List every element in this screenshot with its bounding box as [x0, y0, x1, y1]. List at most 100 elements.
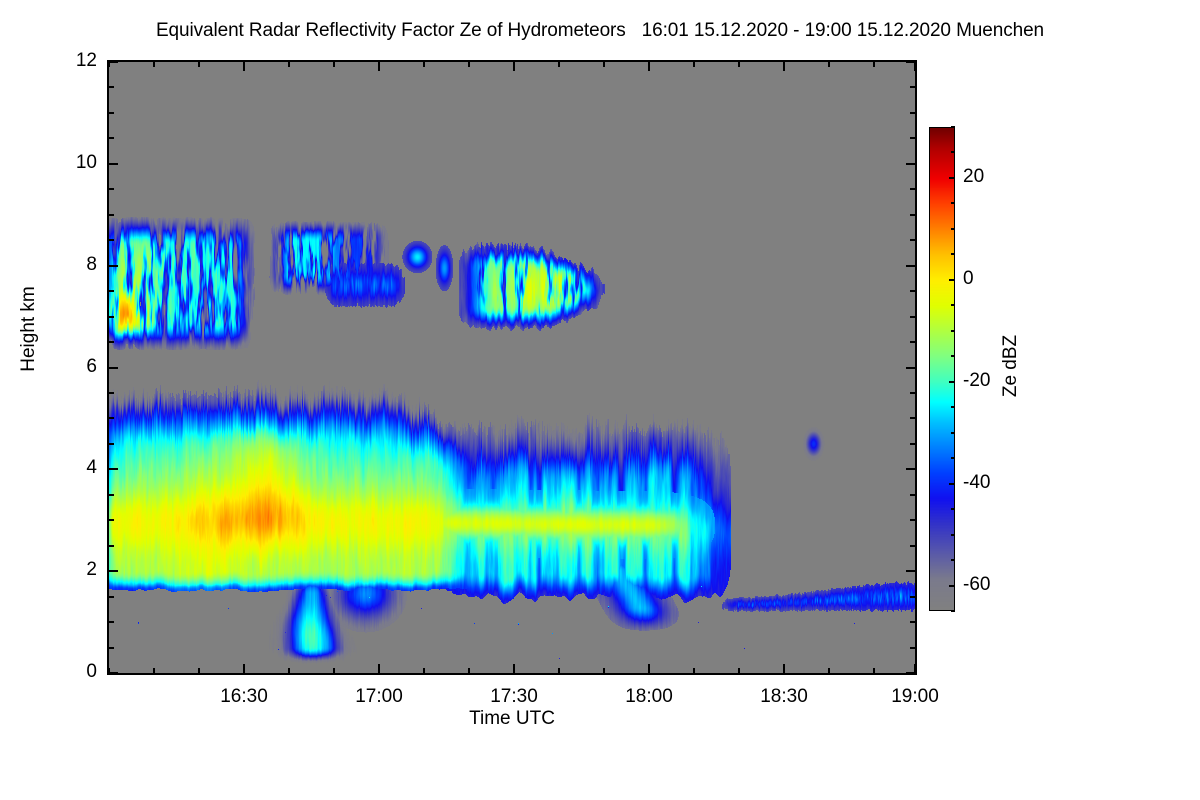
x-tick-label: 18:00	[625, 686, 673, 707]
y-tick-minor-right	[910, 647, 915, 649]
y-tick-major-right	[906, 468, 915, 470]
colorbar-tick	[949, 177, 955, 179]
y-tick-minor	[109, 290, 114, 292]
y-tick-minor-right	[910, 112, 915, 114]
page-title: Equivalent Radar Reflectivity Factor Ze …	[0, 20, 1200, 42]
y-tick-minor-right	[910, 341, 915, 343]
x-tick-minor-top	[153, 62, 155, 67]
y-tick-minor-right	[910, 519, 915, 521]
x-tick-minor-top	[558, 62, 560, 67]
x-tick-minor	[288, 668, 290, 673]
y-tick-minor	[109, 596, 114, 598]
x-tick-minor-top	[693, 62, 695, 67]
title-time-range: 16:01 15.12.2020 - 19:00 15.12.2020 Muen…	[641, 20, 1045, 41]
x-tick-label: 16:30	[220, 686, 268, 707]
x-tick-minor	[198, 668, 200, 673]
colorbar-tick-minor	[951, 330, 955, 332]
colorbar-tick-label: -60	[963, 574, 991, 595]
colorbar-tick	[949, 585, 955, 587]
title-main: Equivalent Radar Reflectivity Factor Ze …	[155, 20, 626, 41]
x-tick-minor-top	[828, 62, 830, 67]
x-tick-minor-top	[288, 62, 290, 67]
y-tick-minor	[109, 621, 114, 623]
y-tick-minor	[109, 647, 114, 649]
y-tick-minor	[109, 545, 114, 547]
colorbar-tick-minor	[951, 151, 955, 153]
x-tick-label: 18:30	[760, 686, 808, 707]
y-tick-major-right	[906, 61, 915, 63]
x-tick-minor	[738, 668, 740, 673]
x-tick-minor-top	[108, 62, 110, 67]
colorbar-tick	[949, 279, 955, 281]
y-tick-minor-right	[910, 188, 915, 190]
y-tick-minor	[109, 112, 114, 114]
x-tick-label: 19:00	[891, 686, 939, 707]
colorbar-tick-minor	[951, 406, 955, 408]
colorbar-tick-label: -20	[963, 370, 991, 391]
y-tick-minor-right	[910, 596, 915, 598]
colorbar-tick-label: 20	[963, 166, 985, 187]
y-tick-minor	[109, 417, 114, 419]
y-tick-minor-right	[910, 417, 915, 419]
colorbar-tick-minor	[951, 457, 955, 459]
y-tick-minor-right	[910, 137, 915, 139]
x-tick-major	[243, 664, 245, 673]
radar-heatmap-canvas	[109, 62, 915, 673]
colorbar-tick-label: -40	[963, 472, 991, 493]
y-tick-minor-right	[910, 316, 915, 318]
plot-area	[107, 60, 917, 675]
y-tick-major	[109, 61, 118, 63]
y-tick-minor	[109, 494, 114, 496]
y-tick-minor-right	[910, 214, 915, 216]
y-tick-major-right	[906, 672, 915, 674]
x-tick-label: 17:00	[355, 686, 403, 707]
x-tick-major-top	[648, 62, 650, 71]
x-tick-minor-top	[603, 62, 605, 67]
x-tick-minor-top	[423, 62, 425, 67]
y-tick-major	[109, 265, 118, 267]
x-axis-title: Time UTC	[469, 708, 555, 729]
x-tick-minor-top	[333, 62, 335, 67]
x-tick-major-top	[914, 62, 916, 71]
y-tick-minor-right	[910, 443, 915, 445]
y-tick-minor	[109, 137, 114, 139]
x-tick-minor-top	[468, 62, 470, 67]
x-tick-major	[513, 664, 515, 673]
x-tick-label: 17:30	[490, 686, 538, 707]
x-tick-minor	[603, 668, 605, 673]
x-tick-minor-top	[198, 62, 200, 67]
colorbar-tick-minor	[951, 253, 955, 255]
colorbar-tick-minor	[951, 508, 955, 510]
y-tick-minor	[109, 443, 114, 445]
y-tick-minor	[109, 214, 114, 216]
colorbar-tick	[949, 381, 955, 383]
colorbar-tick-minor	[951, 610, 955, 612]
y-tick-minor-right	[910, 392, 915, 394]
x-tick-minor	[873, 668, 875, 673]
y-tick-major-right	[906, 163, 915, 165]
colorbar-tick-minor	[951, 534, 955, 536]
colorbar-tick-minor	[951, 126, 955, 128]
y-tick-minor	[109, 188, 114, 190]
x-tick-major-top	[378, 62, 380, 71]
colorbar-tick-minor	[951, 304, 955, 306]
x-tick-minor-top	[873, 62, 875, 67]
y-tick-minor-right	[910, 494, 915, 496]
y-tick-label: 10	[75, 152, 97, 173]
x-tick-major-top	[513, 62, 515, 71]
x-tick-minor	[153, 668, 155, 673]
x-tick-minor-top	[738, 62, 740, 67]
x-tick-minor	[693, 668, 695, 673]
y-tick-minor	[109, 341, 114, 343]
x-tick-minor	[558, 668, 560, 673]
y-tick-minor-right	[910, 545, 915, 547]
colorbar-gradient	[929, 127, 955, 611]
x-tick-major-top	[243, 62, 245, 71]
x-tick-minor	[108, 668, 110, 673]
colorbar-tick-minor	[951, 202, 955, 204]
y-tick-minor	[109, 519, 114, 521]
y-tick-major	[109, 468, 118, 470]
x-tick-major	[914, 664, 916, 673]
y-tick-major-right	[906, 570, 915, 572]
